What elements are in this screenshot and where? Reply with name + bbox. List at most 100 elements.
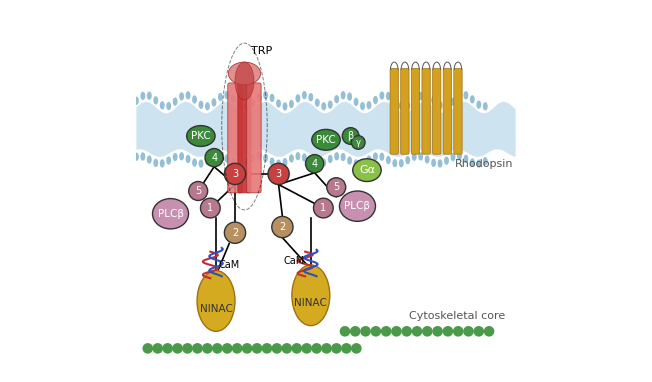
Ellipse shape (173, 97, 177, 106)
Ellipse shape (192, 159, 197, 167)
Ellipse shape (402, 326, 412, 337)
Ellipse shape (373, 96, 378, 104)
Ellipse shape (282, 343, 292, 354)
Ellipse shape (237, 100, 243, 108)
Text: 3: 3 (232, 169, 238, 179)
Ellipse shape (451, 97, 456, 106)
Text: PLCβ: PLCβ (158, 209, 183, 219)
Text: 2: 2 (232, 228, 238, 238)
Ellipse shape (311, 343, 322, 354)
Polygon shape (136, 102, 516, 157)
Ellipse shape (192, 95, 197, 104)
Ellipse shape (268, 163, 289, 185)
Ellipse shape (198, 100, 203, 109)
Ellipse shape (483, 157, 488, 165)
Ellipse shape (261, 343, 273, 354)
Ellipse shape (276, 99, 281, 108)
Ellipse shape (186, 155, 190, 163)
Ellipse shape (231, 94, 236, 103)
Text: 5: 5 (333, 182, 339, 192)
Ellipse shape (353, 159, 359, 168)
Ellipse shape (197, 270, 235, 331)
FancyBboxPatch shape (454, 68, 462, 154)
FancyBboxPatch shape (422, 68, 430, 154)
Ellipse shape (186, 126, 215, 146)
Ellipse shape (437, 101, 443, 110)
Ellipse shape (140, 152, 145, 161)
Ellipse shape (250, 154, 255, 162)
Ellipse shape (341, 91, 346, 99)
Ellipse shape (391, 326, 402, 337)
Ellipse shape (134, 97, 139, 105)
Ellipse shape (432, 326, 443, 337)
Ellipse shape (166, 102, 171, 110)
Text: PKC: PKC (191, 131, 211, 141)
Text: 1: 1 (320, 203, 327, 213)
Ellipse shape (386, 156, 391, 164)
Ellipse shape (328, 100, 333, 109)
Ellipse shape (222, 343, 233, 354)
FancyBboxPatch shape (228, 83, 242, 193)
Ellipse shape (202, 343, 213, 354)
Text: PKC: PKC (316, 135, 336, 145)
Ellipse shape (406, 102, 410, 110)
Ellipse shape (282, 102, 288, 111)
Ellipse shape (142, 343, 153, 354)
Ellipse shape (351, 343, 362, 354)
Ellipse shape (437, 159, 443, 168)
Ellipse shape (173, 153, 177, 161)
Ellipse shape (314, 198, 333, 218)
Ellipse shape (134, 152, 139, 161)
Ellipse shape (340, 191, 376, 221)
Ellipse shape (306, 155, 324, 173)
Ellipse shape (464, 91, 468, 99)
Text: 4: 4 (312, 159, 318, 169)
Text: 5: 5 (195, 186, 201, 196)
Text: 3: 3 (276, 169, 282, 179)
Ellipse shape (379, 152, 385, 161)
Ellipse shape (269, 94, 274, 102)
Ellipse shape (160, 159, 165, 168)
Ellipse shape (418, 92, 423, 100)
Text: CaM: CaM (218, 260, 240, 270)
Text: Gα: Gα (359, 165, 375, 175)
Ellipse shape (351, 136, 365, 149)
Ellipse shape (424, 91, 430, 100)
Ellipse shape (315, 159, 319, 168)
Ellipse shape (412, 97, 417, 105)
Ellipse shape (373, 152, 378, 161)
Ellipse shape (334, 95, 339, 104)
Ellipse shape (312, 129, 340, 150)
Ellipse shape (192, 343, 203, 354)
Ellipse shape (166, 156, 171, 165)
Ellipse shape (470, 95, 475, 104)
Ellipse shape (292, 265, 330, 325)
Ellipse shape (302, 153, 307, 162)
Ellipse shape (350, 326, 361, 337)
Ellipse shape (321, 159, 326, 167)
Ellipse shape (263, 91, 268, 99)
Ellipse shape (182, 343, 193, 354)
Ellipse shape (224, 163, 246, 185)
Ellipse shape (295, 94, 301, 103)
Ellipse shape (302, 91, 307, 99)
Ellipse shape (341, 153, 346, 161)
Ellipse shape (370, 326, 381, 337)
Ellipse shape (272, 343, 282, 354)
FancyBboxPatch shape (443, 68, 452, 154)
Text: CaM: CaM (283, 256, 304, 266)
Ellipse shape (179, 152, 184, 160)
Ellipse shape (162, 343, 173, 354)
Text: γ: γ (356, 138, 361, 147)
Ellipse shape (237, 160, 243, 168)
Ellipse shape (172, 343, 183, 354)
Ellipse shape (244, 157, 248, 166)
Ellipse shape (366, 155, 372, 164)
Ellipse shape (328, 155, 333, 163)
Ellipse shape (340, 326, 350, 337)
Ellipse shape (218, 93, 223, 101)
Ellipse shape (244, 102, 248, 110)
Ellipse shape (473, 326, 484, 337)
Ellipse shape (422, 326, 433, 337)
Ellipse shape (198, 159, 203, 168)
